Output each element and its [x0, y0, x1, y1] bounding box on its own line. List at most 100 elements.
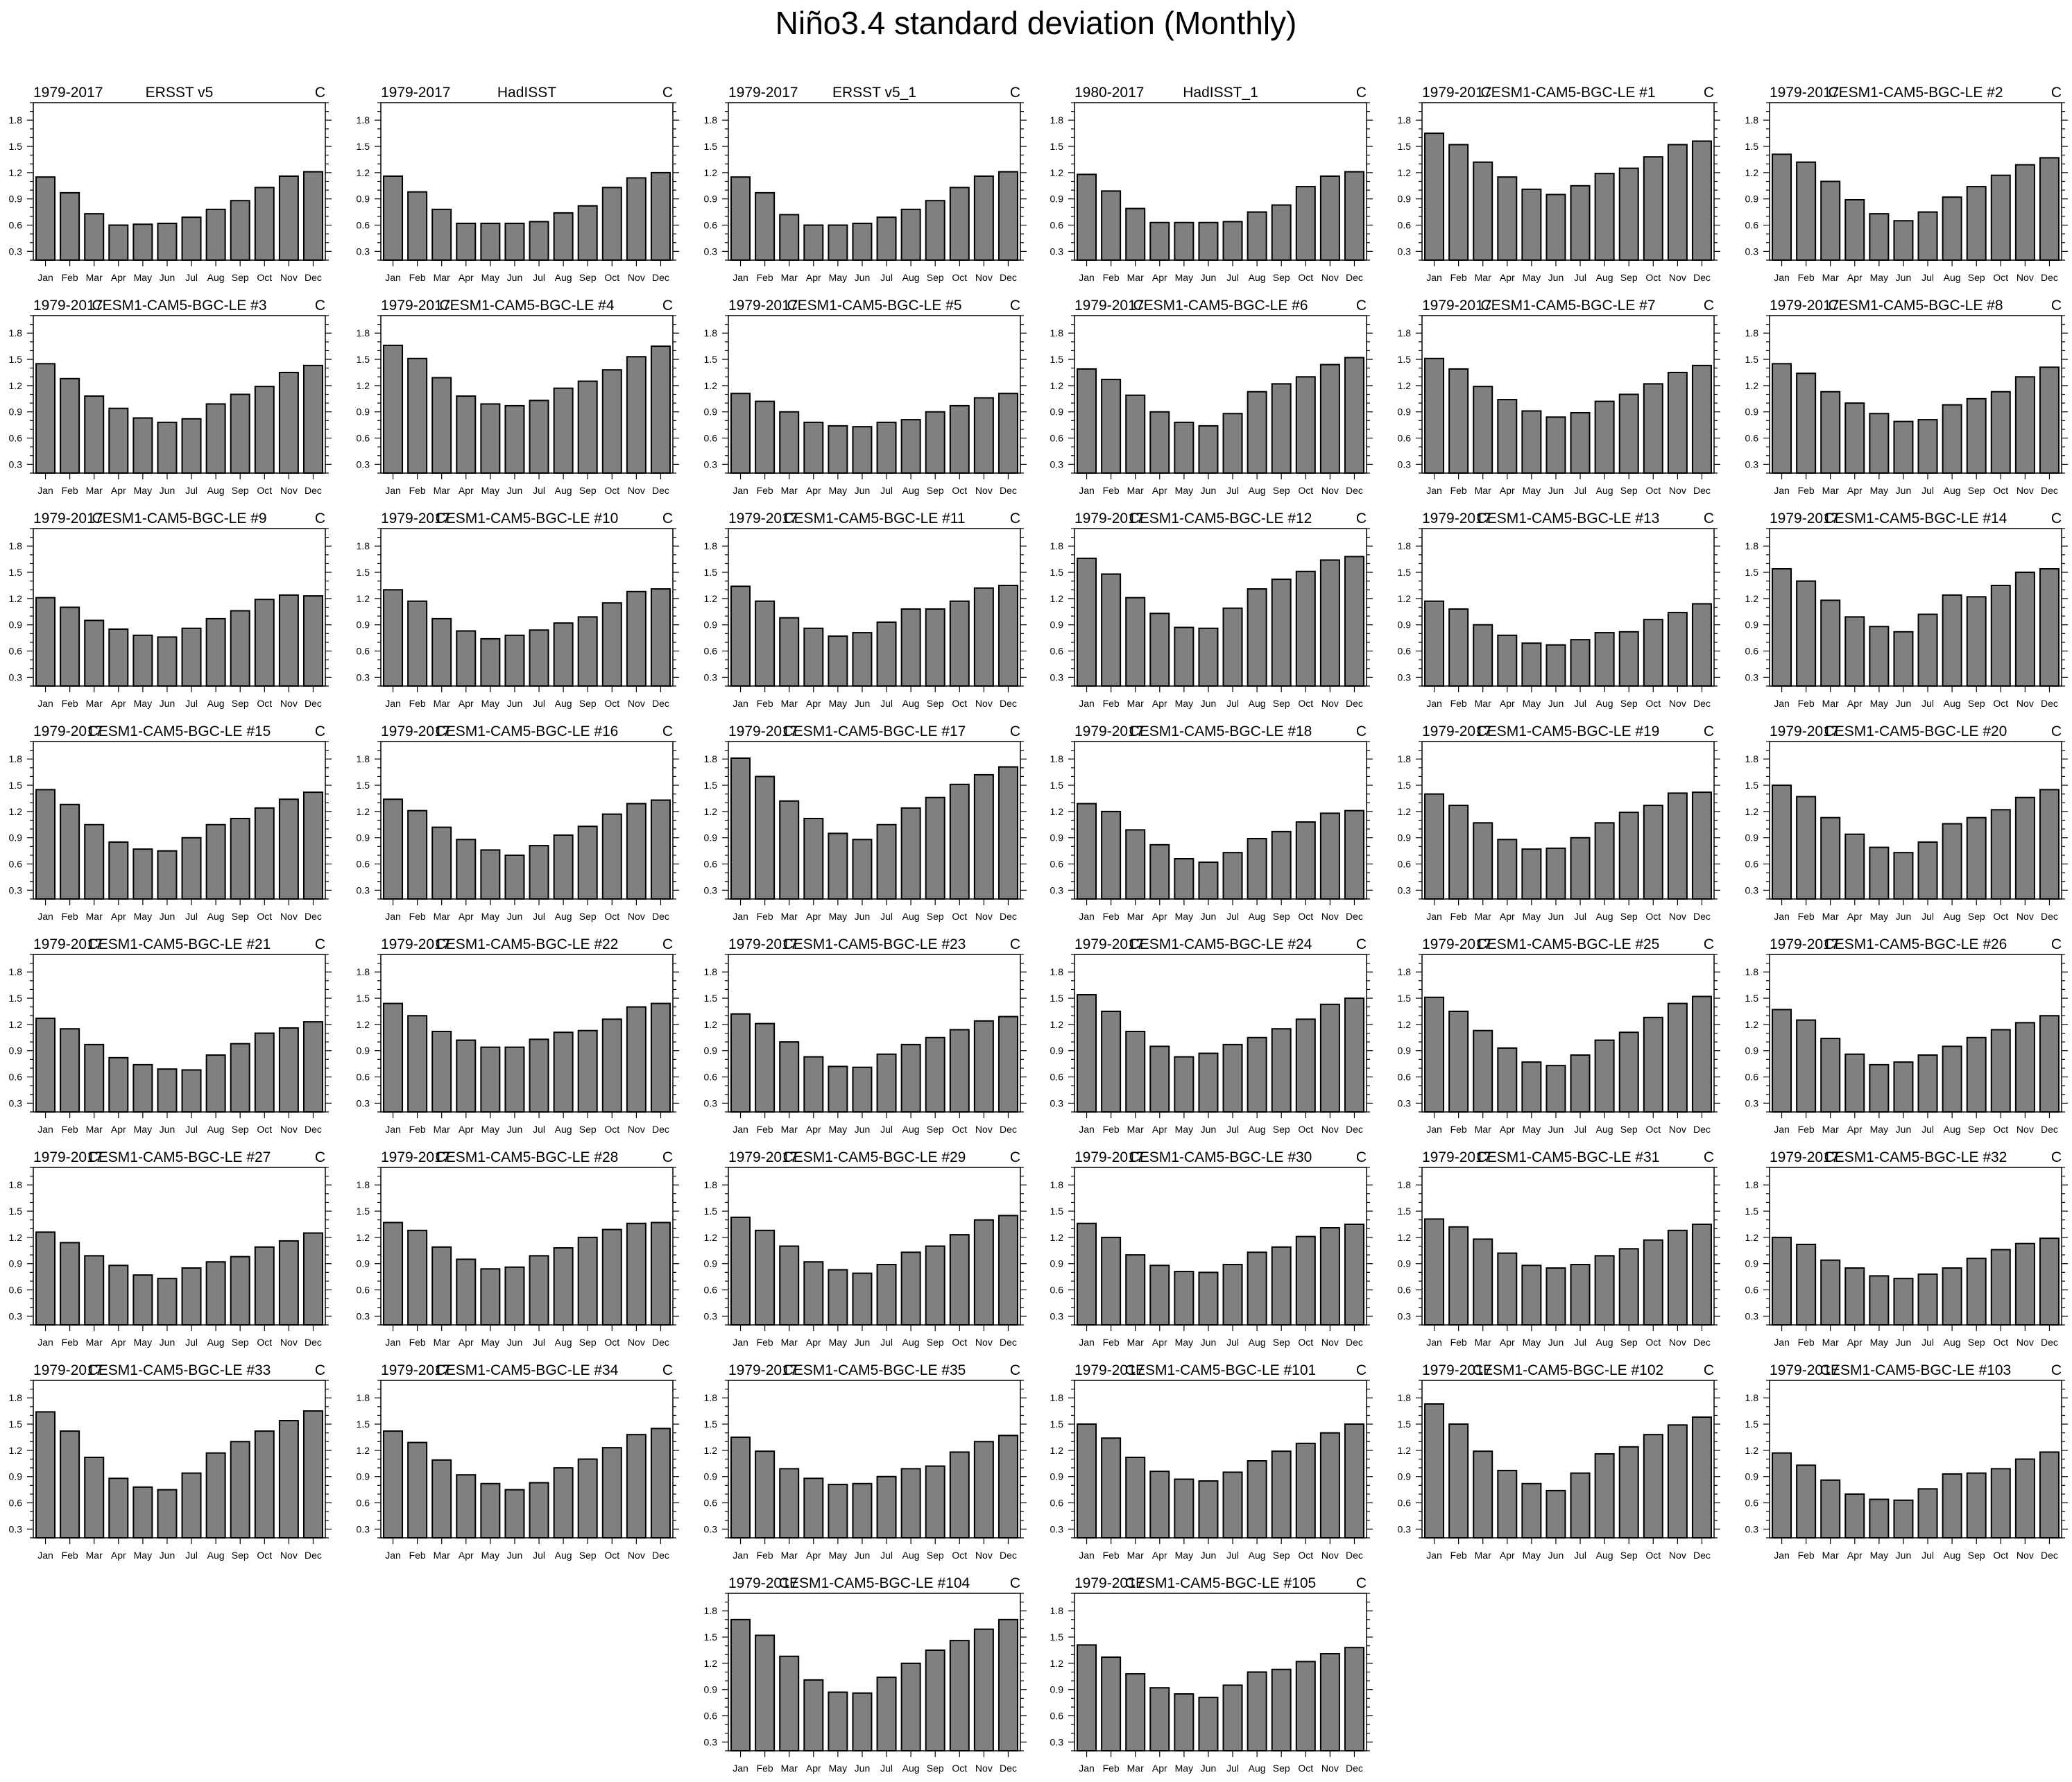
panel-units-label: C	[662, 85, 673, 101]
x-tick-label: Apr	[1500, 485, 1515, 496]
bar-jan	[1077, 1423, 1097, 1539]
y-tick-label: 1.2	[1398, 806, 1412, 817]
panel-units-label: C	[1704, 1149, 1714, 1165]
x-tick-label: Jun	[1201, 698, 1217, 709]
bar-may	[480, 223, 501, 261]
x-tick-label: Sep	[1620, 272, 1638, 283]
x-tick-label: Apr	[1152, 1124, 1167, 1135]
x-tick-label: Nov	[2017, 1550, 2034, 1561]
y-tick-label: 1.2	[1745, 1445, 1759, 1456]
x-tick-label: May	[1870, 1550, 1888, 1561]
bar-apr	[1497, 1469, 1518, 1539]
bar-feb	[1448, 1423, 1469, 1539]
y-tick-label: 1.8	[704, 966, 718, 977]
x-tick-label: Mar	[86, 272, 103, 283]
bar-nov	[973, 1628, 994, 1752]
x-tick-label: Jun	[507, 1337, 523, 1348]
y-tick-label: 0.6	[1745, 646, 1759, 657]
panel-units-label: C	[315, 723, 325, 739]
y-tick-label: 1.5	[357, 780, 370, 791]
y-tick-label: 1.8	[357, 1392, 370, 1403]
bar-jun	[1546, 1267, 1566, 1326]
y-tick-label: 1.8	[357, 1179, 370, 1190]
x-tick-label: Nov	[628, 1124, 645, 1135]
bar-mar	[84, 823, 105, 900]
bar-feb	[60, 606, 80, 687]
bar-sep	[1271, 1246, 1292, 1326]
bar-may	[1869, 413, 1890, 474]
bar-aug	[900, 1251, 921, 1326]
y-tick-label: 1.5	[704, 354, 718, 365]
y-tick-label: 0.9	[357, 194, 370, 205]
x-tick-label: May	[1870, 1337, 1888, 1348]
x-tick-label: Apr	[1152, 911, 1167, 922]
y-tick-label: 1.2	[357, 806, 370, 817]
bar-jan	[730, 757, 751, 900]
bar-sep	[1966, 186, 1987, 262]
x-tick-label: Nov	[628, 698, 645, 709]
x-tick-label: Jan	[37, 1337, 53, 1348]
bar-apr	[1844, 198, 1865, 262]
x-tick-label: Dec	[1346, 1124, 1363, 1135]
x-tick-label: Sep	[1273, 1124, 1290, 1135]
x-tick-label: Jun	[160, 1337, 175, 1348]
x-tick-label: Jan	[385, 1124, 401, 1135]
x-tick-label: Nov	[2017, 698, 2034, 709]
panel-period-label: 1979-2017	[1074, 511, 1144, 526]
x-tick-label: Oct	[1298, 698, 1313, 709]
x-tick-label: Mar	[1822, 911, 1839, 922]
x-tick-label: Nov	[975, 911, 993, 922]
bar-jun	[504, 223, 525, 261]
bar-jan	[35, 1018, 56, 1113]
y-tick-label: 0.3	[1745, 459, 1759, 470]
panel-period-label: 1979-2017	[1422, 1149, 1491, 1165]
bar-apr	[803, 1679, 824, 1752]
x-tick-label: Jul	[1226, 1550, 1239, 1561]
y-tick-label: 0.9	[1745, 619, 1759, 631]
bar-dec	[1344, 556, 1364, 687]
bar-nov	[1667, 612, 1688, 687]
x-tick-label: Aug	[902, 1124, 920, 1135]
y-tick-label: 0.3	[1745, 1097, 1759, 1108]
bar-jul	[1917, 1273, 1938, 1326]
bar-dec	[998, 393, 1018, 474]
bar-dec	[2039, 1451, 2060, 1539]
bar-dec	[1344, 809, 1364, 900]
bar-feb	[1796, 580, 1817, 687]
x-tick-label: Dec	[1346, 272, 1363, 283]
panel-period-label: 1979-2017	[1422, 298, 1491, 314]
bar-jun	[1893, 631, 1914, 687]
panel-title: CESM1-CAM5-BGC-LE #27	[88, 1149, 271, 1165]
bar-feb	[60, 377, 80, 474]
x-tick-label: Jan	[733, 485, 748, 496]
bar-apr	[1844, 1267, 1865, 1326]
x-tick-label: May	[481, 911, 499, 922]
x-tick-label: Aug	[1249, 1124, 1266, 1135]
bar-nov	[973, 587, 994, 687]
y-tick-label: 0.6	[1398, 1072, 1412, 1083]
y-tick-label: 0.6	[1050, 646, 1064, 657]
x-tick-label: Nov	[280, 1337, 298, 1348]
bar-apr	[1844, 1053, 1865, 1113]
bar-feb	[1101, 190, 1122, 261]
x-tick-label: Dec	[1693, 911, 1711, 922]
y-tick-label: 0.6	[357, 646, 370, 657]
x-tick-label: Nov	[975, 1763, 993, 1774]
x-tick-label: May	[829, 1763, 847, 1774]
panel-period-label: 1979-2017	[1770, 936, 1839, 952]
x-tick-label: Jan	[1774, 1550, 1790, 1561]
panel-units-label: C	[1356, 936, 1367, 952]
x-tick-label: Nov	[1321, 1337, 1339, 1348]
bar-jan	[1077, 1222, 1097, 1326]
x-tick-label: Aug	[902, 1550, 920, 1561]
y-tick-label: 0.6	[1050, 1072, 1064, 1083]
x-tick-label: Apr	[1500, 698, 1515, 709]
panel-period-label: 1979-2017	[728, 1149, 798, 1165]
panel-period-label: 1979-2017	[728, 1575, 798, 1591]
x-tick-label: Feb	[62, 1124, 78, 1135]
x-tick-label: Dec	[652, 1337, 669, 1348]
x-tick-label: Jan	[733, 1763, 748, 1774]
x-tick-label: Feb	[1103, 485, 1120, 496]
